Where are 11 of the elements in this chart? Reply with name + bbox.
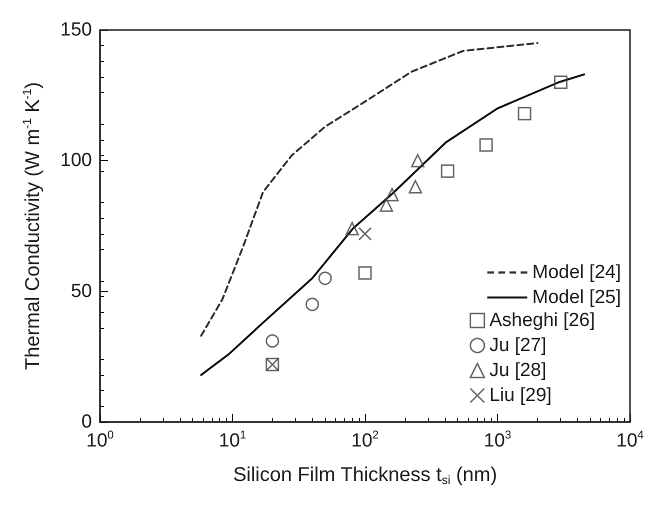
legend-label: Model [24] [532, 262, 622, 283]
legend-label: Liu [29] [489, 385, 552, 406]
y-tick-label: 150 [60, 20, 92, 40]
y-tick-label: 0 [81, 412, 92, 432]
y-tick-label: 50 [70, 280, 92, 302]
legend-label: Asheghi [26] [489, 310, 596, 331]
y-axis-title: Thermal Conductivity (W m-1 K-1) [20, 82, 44, 370]
legend-label: Model [25] [532, 287, 622, 308]
y-tick-label: 100 [60, 150, 92, 172]
legend-label: Ju [27] [489, 335, 546, 356]
legend-label: Ju [28] [489, 360, 546, 381]
